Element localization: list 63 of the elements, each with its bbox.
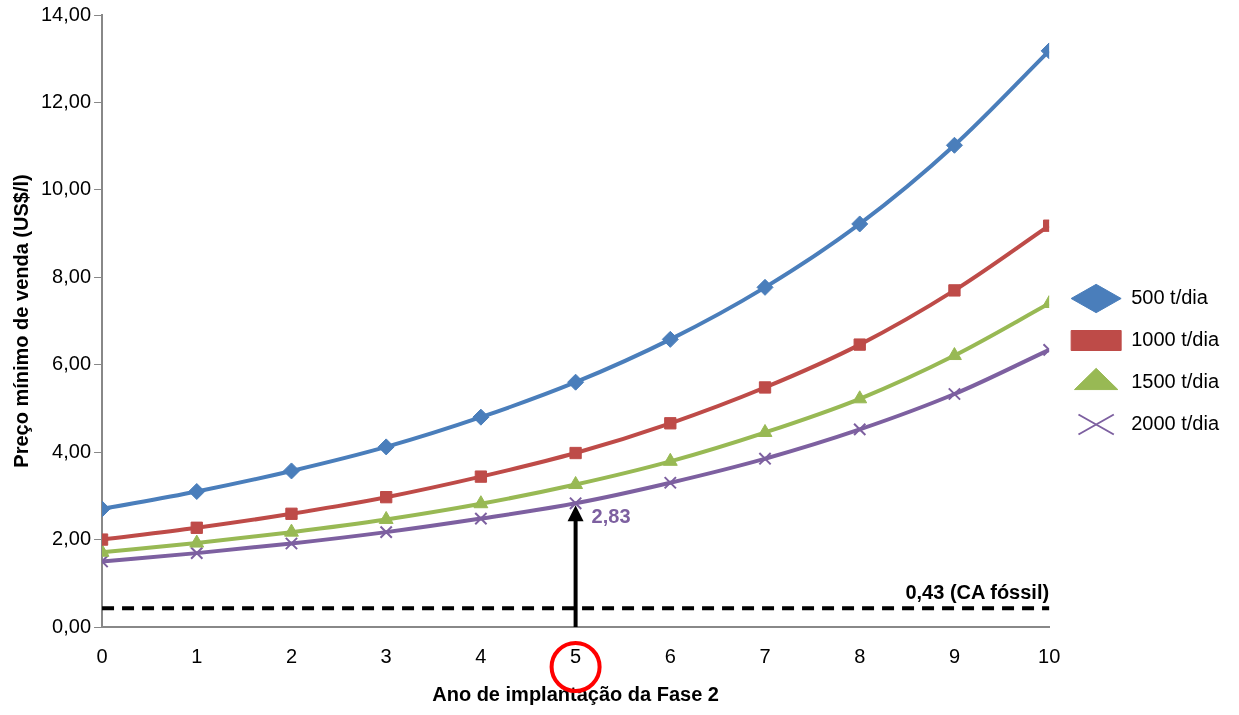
point: [851, 215, 869, 233]
x-tick-label: 5: [570, 644, 582, 667]
point: [568, 475, 584, 489]
x-tick-label: 1: [191, 644, 203, 667]
point: [569, 446, 582, 460]
y-tick-label: 10,00: [40, 177, 92, 200]
point: [756, 278, 774, 296]
y-tick-label: 14,00: [40, 2, 92, 25]
point: [758, 452, 772, 466]
point: [474, 470, 488, 483]
x-tick-label: 2: [285, 644, 298, 667]
point: [284, 536, 299, 551]
point: [945, 136, 963, 154]
point: [377, 438, 395, 456]
legend-label: 1000 t/dia: [1131, 328, 1220, 351]
point: [663, 476, 677, 490]
y-tick-label: 4,00: [52, 439, 92, 462]
point: [474, 511, 488, 526]
point: [380, 491, 393, 504]
point: [190, 521, 203, 534]
point: [473, 495, 489, 509]
point: [758, 381, 772, 394]
point: [568, 496, 583, 510]
point: [379, 525, 393, 539]
legend-label: 500 t/dia: [1131, 286, 1209, 309]
x-tick-label: 4: [475, 644, 487, 667]
point: [567, 373, 585, 391]
point: [284, 523, 299, 537]
y-axis-title: Preço mínimo de venda (US$/l): [9, 174, 32, 468]
point: [662, 452, 678, 466]
point: [190, 546, 204, 560]
x-tick-label: 10: [1038, 644, 1061, 667]
y-tick-label: 0,00: [52, 614, 92, 637]
x-tick-label: 0: [96, 644, 108, 667]
point: [852, 390, 868, 404]
point: [282, 462, 300, 480]
point: [853, 338, 866, 351]
point: [378, 510, 394, 524]
annotation: 2,83: [591, 504, 631, 527]
point: [285, 507, 298, 520]
point: [947, 347, 962, 361]
point: [853, 422, 867, 437]
point: [664, 417, 677, 430]
point: [661, 330, 679, 348]
point: [948, 284, 961, 297]
x-tick-label: 3: [380, 644, 392, 667]
x-tick-label: 6: [664, 644, 676, 667]
ref-line-label: 0,43 (CA fóssil): [905, 580, 1050, 603]
legend-label: 2000 t/dia: [1131, 412, 1220, 435]
point: [188, 482, 206, 500]
legend-label: 1500 t/dia: [1131, 370, 1220, 393]
x-axis-title: Ano de implantação da Fase 2: [432, 682, 719, 705]
x-tick-label: 8: [854, 644, 866, 667]
x-tick-label: 7: [759, 644, 771, 667]
point: [189, 534, 205, 548]
x-tick-label: 9: [948, 644, 960, 667]
point: [757, 423, 773, 437]
y-tick-label: 2,00: [52, 527, 92, 550]
y-tick-label: 8,00: [52, 264, 92, 287]
y-tick-label: 12,00: [40, 89, 92, 112]
y-tick-label: 6,00: [52, 352, 92, 375]
point: [472, 408, 490, 426]
point: [947, 387, 962, 401]
